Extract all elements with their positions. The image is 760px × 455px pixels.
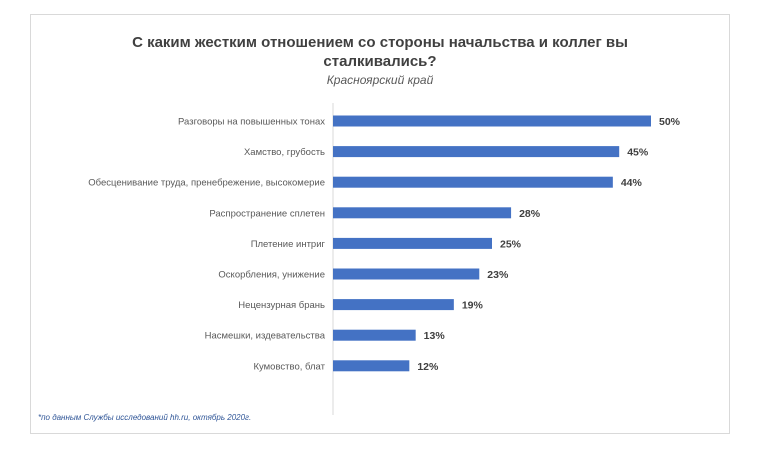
category-label: Нецензурная брань: [238, 300, 325, 311]
value-label: 25%: [500, 238, 522, 250]
value-label: 12%: [417, 361, 439, 373]
bar: [333, 237, 492, 249]
value-label: 44%: [621, 177, 643, 189]
bar: [333, 207, 512, 219]
value-label: 28%: [519, 208, 541, 220]
bar: [333, 115, 651, 127]
chart-title-line1: С каким жестким отношением со стороны на…: [132, 34, 628, 51]
bar: [333, 176, 613, 188]
category-label: Кумовство, блат: [253, 361, 325, 372]
value-label: 50%: [659, 116, 681, 128]
chart-title-line2: сталкивались?: [323, 53, 437, 70]
chart-subtitle: Красноярский край: [326, 73, 434, 87]
value-label: 23%: [487, 269, 509, 281]
bar: [333, 299, 454, 311]
value-label: 13%: [424, 330, 446, 342]
value-label: 45%: [627, 147, 649, 159]
bar: [333, 146, 620, 158]
category-label: Обесценивание труда, пренебрежение, высо…: [88, 178, 325, 189]
source-footnote: *по данным Службы исследований hh.ru, ок…: [38, 413, 252, 422]
category-label: Хамство, грубость: [244, 147, 325, 158]
category-label: Распространение сплетен: [209, 208, 325, 219]
bar: [333, 329, 416, 341]
value-label: 19%: [462, 300, 484, 312]
category-label: Насмешки, издевательства: [205, 331, 326, 342]
category-label: Разговоры на повышенных тонах: [178, 117, 325, 128]
bar: [333, 360, 410, 372]
category-label: Плетение интриг: [251, 239, 326, 250]
bar: [333, 268, 480, 280]
category-label: Оскорбления, унижение: [218, 270, 325, 281]
